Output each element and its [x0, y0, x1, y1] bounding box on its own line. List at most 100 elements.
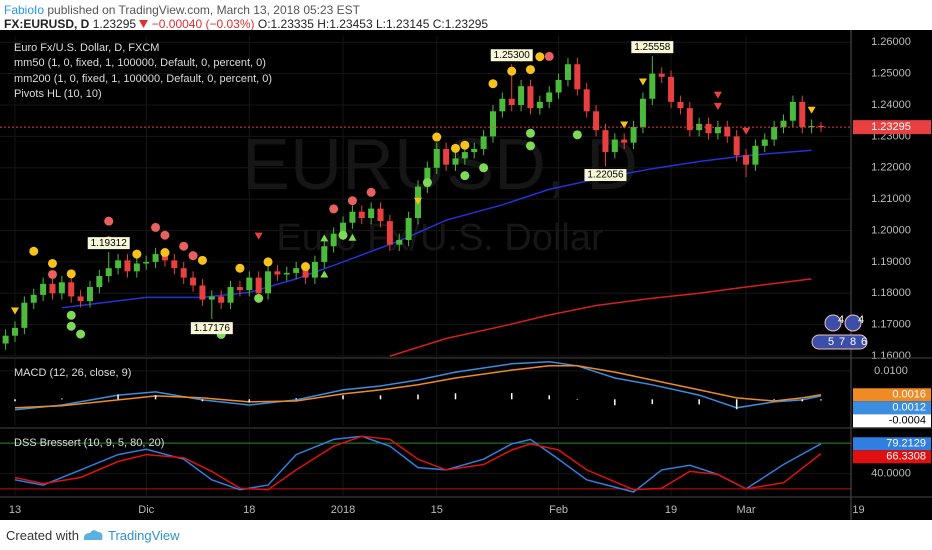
x-tick-label: 13	[9, 504, 21, 516]
signal-dot	[338, 230, 348, 240]
signal-dot	[132, 249, 142, 259]
pane-title: DSS Bressert (10, 9, 5, 80, 20)	[14, 437, 164, 449]
signal-dot	[235, 263, 245, 273]
candle-body	[199, 285, 206, 300]
histogram-bar	[379, 395, 382, 400]
signal-triangle	[10, 307, 19, 315]
signal-dot	[151, 222, 161, 232]
candle-body	[190, 277, 197, 286]
signal-dot	[29, 246, 39, 256]
candle-body	[11, 327, 18, 336]
candle-body	[443, 148, 450, 165]
event-badges[interactable]: 4 4 5 7 8 6	[811, 314, 868, 350]
value-label: 0.0012	[892, 402, 926, 414]
candle-body	[208, 296, 215, 300]
brand[interactable]: TradingView	[108, 528, 180, 543]
candle-body	[349, 211, 356, 223]
candle-body	[161, 254, 168, 261]
pivot-box	[631, 41, 674, 54]
signal-dot	[104, 216, 114, 226]
signal-triangle	[807, 106, 816, 114]
pane-title: MACD (12, 26, close, 9)	[14, 367, 131, 379]
candle-body	[593, 111, 600, 131]
signal-triangle	[254, 232, 263, 240]
histogram-bar	[576, 399, 579, 400]
histogram-bar	[548, 395, 550, 400]
candle-body	[58, 282, 65, 294]
author[interactable]: FabioIo	[4, 3, 45, 17]
plot-layers: 1.16000 1.17000 1.18000 1.19000 1.20000 1.210…	[0, 36, 931, 516]
candle-body	[293, 268, 300, 273]
candle-body	[574, 64, 581, 90]
candle-body	[236, 287, 243, 291]
value-label: -0.0004	[889, 415, 926, 427]
badge[interactable]	[811, 334, 868, 350]
histogram-bar	[698, 399, 700, 405]
study-label: Pivots HL (10, 10)	[14, 88, 102, 100]
pivot-label: 1.25300	[494, 50, 531, 61]
series-line	[14, 365, 822, 409]
pivot-box	[490, 49, 533, 62]
signal-dot	[422, 178, 432, 188]
candle-body	[480, 136, 487, 149]
signal-triangle	[348, 233, 357, 241]
candle-body	[30, 294, 37, 303]
histogram-bar	[454, 393, 457, 400]
signal-dot	[460, 140, 470, 150]
signal-dot	[535, 52, 545, 62]
histogram-bar	[117, 394, 119, 400]
y-tick-label: 1.16000	[871, 350, 911, 362]
histogram-bar	[295, 398, 297, 400]
y-tick-label: 1.21000	[871, 193, 911, 205]
candle-body	[546, 92, 553, 102]
signal-dot	[66, 310, 76, 320]
last-price-box	[853, 120, 931, 135]
signal-dot	[366, 187, 376, 197]
candle-body	[471, 148, 478, 153]
signal-dot	[301, 262, 311, 272]
candle-body	[330, 233, 337, 247]
last: 1.23295	[92, 17, 137, 31]
candle-body	[265, 271, 272, 294]
histogram-bar	[201, 399, 204, 402]
y-tick-label: 1.19000	[871, 256, 911, 268]
candle-body	[171, 260, 178, 269]
candle-body	[564, 64, 571, 80]
signal-dot	[188, 251, 198, 261]
legend-entry: mm200 (1, 0, fixed, 1, 100000, Default, …	[14, 73, 272, 85]
y-tick-label: 1.22000	[871, 162, 911, 174]
footer: Created with TradingView	[0, 520, 932, 550]
badge-count: 8	[850, 336, 856, 348]
value-label-box	[853, 437, 931, 451]
candle-body	[21, 302, 28, 328]
last-price-label: 1.23295	[871, 121, 911, 133]
candle-body	[302, 268, 309, 278]
badge-count: 4	[858, 314, 864, 326]
histogram-bar	[735, 399, 738, 410]
signal-dot	[525, 141, 535, 151]
candle-body	[396, 239, 403, 245]
background	[0, 30, 932, 520]
signal-dot	[460, 171, 470, 181]
candle-body	[518, 86, 525, 106]
y-tick-label: 1.26000	[871, 36, 911, 48]
pivot-box	[87, 237, 130, 250]
signal-dot	[47, 258, 57, 268]
pivot-label: 1.25558	[634, 42, 671, 53]
candle-body	[743, 155, 750, 165]
candle-body	[227, 287, 234, 303]
candle-body	[433, 148, 440, 168]
candle-body	[639, 98, 646, 127]
pivot-box	[584, 169, 627, 182]
candle-body	[321, 246, 328, 262]
signal-dot	[432, 132, 442, 142]
badge[interactable]	[844, 314, 862, 332]
candle-body	[808, 125, 815, 127]
value-label-box	[853, 401, 931, 415]
candle-body	[649, 73, 656, 99]
candle-body	[283, 272, 290, 275]
value-label: 79.2129	[886, 438, 926, 450]
signal-dot	[347, 196, 357, 206]
candle-body	[105, 268, 112, 277]
badge[interactable]	[824, 314, 842, 332]
